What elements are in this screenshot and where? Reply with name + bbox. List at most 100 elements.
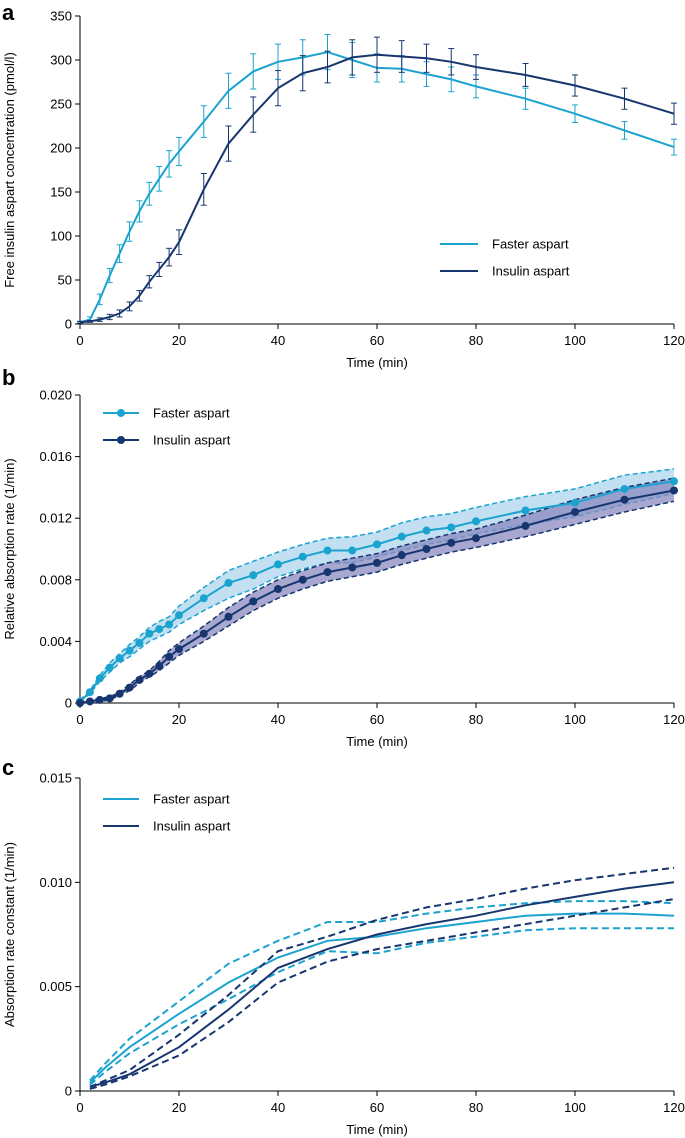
lower-bound-line [89, 927, 674, 1086]
data-point [105, 694, 114, 703]
data-point [145, 669, 154, 678]
x-tick-label: 120 [663, 333, 685, 348]
data-point [323, 546, 332, 555]
chart-panel-a: a 0 20 40 60 80 100 120 0 50 100 150 200 250 300 350 Tim… [2, 0, 685, 370]
data-point [521, 506, 530, 515]
data-point [348, 546, 357, 555]
legend: Faster aspart Insulin aspart [103, 792, 231, 834]
data-point [571, 498, 579, 507]
data-point [472, 517, 480, 526]
lower-bound-line [89, 898, 675, 1090]
y-axis-title: Absorption rate constant (1/min) [2, 842, 17, 1027]
panel-letter: b [2, 365, 15, 390]
series-faster-aspart [76, 477, 678, 706]
series-line [79, 489, 675, 704]
legend-label: Insulin aspart [153, 433, 231, 448]
data-point [95, 674, 104, 683]
x-tick-label: 60 [370, 333, 384, 348]
data-point [115, 654, 124, 663]
data-point [670, 486, 678, 495]
data-point [373, 558, 381, 567]
data-point [373, 540, 381, 549]
y-tick-label: 150 [50, 185, 72, 200]
x-tick-label: 40 [271, 712, 285, 727]
y-tick-label: 100 [50, 229, 72, 244]
x-tick-label: 40 [271, 1100, 285, 1115]
y-tick-label: 50 [58, 273, 72, 288]
data-point [521, 521, 530, 530]
series-line [79, 51, 675, 324]
data-point [135, 675, 144, 684]
legend-marker [117, 436, 125, 444]
x-tick-label: 20 [172, 712, 186, 727]
y-tick-label: 0 [65, 696, 72, 711]
series-faster-aspart [77, 33, 677, 324]
x-axis-title: Time (min) [346, 355, 408, 370]
ci-band [80, 478, 674, 703]
x-tick-label: 0 [76, 1100, 83, 1115]
data-point [125, 646, 134, 655]
data-point [422, 545, 431, 553]
ci-lower-line [79, 492, 675, 703]
data-point [125, 683, 134, 692]
x-axis-title: Time (min) [346, 1122, 408, 1137]
y-tick-label: 0 [65, 317, 72, 332]
data-point [224, 578, 233, 587]
data-point [274, 585, 282, 594]
x-tick-label: 60 [370, 1100, 384, 1115]
data-point [447, 523, 456, 532]
data-point [135, 638, 144, 647]
legend-label: Faster aspart [153, 792, 230, 807]
y-axis-title: Free insulin aspart concentration (pmol/… [2, 52, 17, 288]
series-faster-aspart [89, 900, 675, 1086]
x-tick-label: 120 [663, 712, 685, 727]
panel-letter: a [2, 0, 15, 25]
legend: Faster aspart Insulin aspart [103, 406, 231, 448]
y-tick-label: 0 [65, 1084, 72, 1099]
x-tick-label: 20 [172, 1100, 186, 1115]
series-insulin-aspart [89, 866, 675, 1090]
data-point [175, 611, 183, 620]
data-point [165, 620, 174, 629]
panel-letter: c [2, 755, 14, 780]
data-point [298, 575, 307, 584]
data-point [348, 563, 357, 572]
series-line [79, 53, 675, 324]
x-tick-label: 100 [564, 712, 586, 727]
data-point [571, 508, 579, 517]
y-tick-label: 0.004 [39, 634, 72, 649]
legend: Faster aspart Insulin aspart [440, 237, 570, 279]
data-point [620, 495, 629, 504]
y-tick-label: 250 [50, 97, 72, 112]
data-point [115, 689, 124, 698]
data-point [298, 552, 307, 561]
x-tick-label: 100 [564, 1100, 586, 1115]
data-point [155, 625, 164, 634]
data-point [397, 532, 406, 541]
legend-label: Insulin aspart [492, 264, 570, 279]
data-point [199, 594, 208, 603]
legend-label: Faster aspart [153, 406, 230, 421]
data-point [249, 571, 258, 580]
ci-upper-line [79, 477, 675, 704]
data-point [165, 652, 174, 661]
data-point [274, 560, 282, 569]
chart-panel-b: b 0 20 40 60 80 100 120 0 0.004 0.008 0.012 0.016 0.0… [2, 365, 685, 749]
legend-marker [117, 409, 125, 417]
y-tick-label: 0.020 [39, 388, 72, 403]
series-line [89, 881, 675, 1088]
data-point [95, 695, 104, 704]
x-tick-label: 40 [271, 333, 285, 348]
legend-label: Faster aspart [492, 237, 569, 252]
y-tick-label: 0.005 [39, 979, 72, 994]
upper-bound-line [89, 866, 675, 1088]
data-point [145, 629, 154, 638]
x-axis-title: Time (min) [346, 734, 408, 749]
chart-panel-c: c 0 20 40 60 80 100 120 0 0.005 0.010 0.015 Time (mi… [2, 755, 685, 1137]
data-point [155, 662, 164, 671]
ci-upper-line [79, 468, 675, 701]
data-point [85, 697, 94, 706]
data-point [175, 645, 183, 654]
y-tick-label: 350 [50, 9, 72, 24]
